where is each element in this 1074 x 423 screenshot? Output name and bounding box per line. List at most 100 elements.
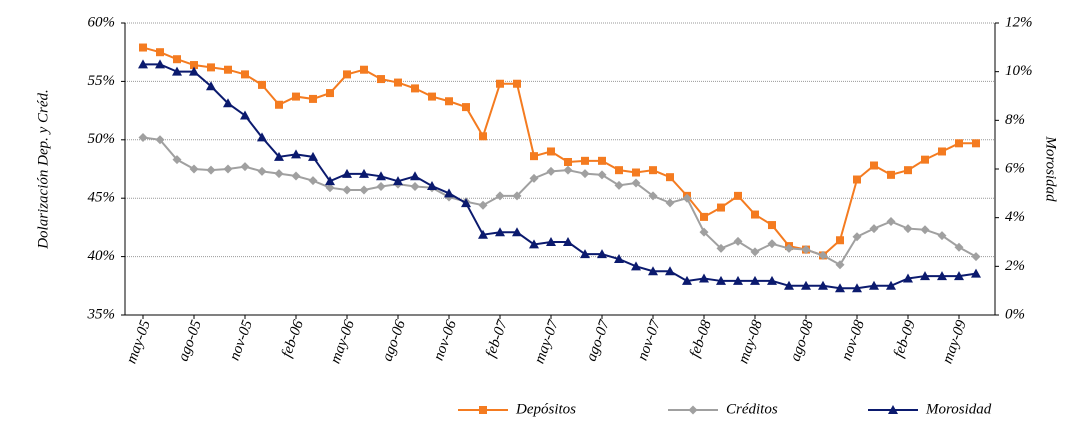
marker: [326, 89, 334, 98]
marker: [852, 232, 862, 242]
y2-tick-label: 0%: [1005, 306, 1025, 322]
marker: [903, 273, 913, 283]
x-tick-label: nov-05: [227, 318, 256, 363]
x-tick-label: may-07: [532, 317, 563, 366]
marker: [903, 224, 913, 234]
marker: [479, 406, 487, 414]
marker: [784, 243, 794, 253]
x-tick-label: ago-06: [379, 318, 409, 364]
marker: [972, 139, 980, 148]
y2-tick-label: 8%: [1005, 112, 1025, 128]
marker: [631, 261, 641, 271]
marker: [513, 79, 521, 88]
y-axis-label: Dolarización Dep. y Créd.: [35, 89, 51, 250]
marker: [699, 273, 709, 283]
marker: [954, 271, 964, 281]
marker: [767, 239, 777, 249]
marker: [938, 147, 946, 156]
marker: [869, 280, 879, 290]
marker: [461, 198, 471, 208]
x-tick-label: ago-05: [175, 318, 205, 364]
marker: [394, 78, 402, 87]
marker: [546, 166, 556, 176]
marker: [547, 147, 555, 156]
marker: [717, 203, 725, 212]
marker: [275, 100, 283, 109]
marker: [853, 175, 861, 184]
marker: [768, 221, 776, 230]
marker: [462, 103, 470, 112]
marker: [359, 185, 369, 195]
x-tick-label: feb-06: [279, 318, 307, 360]
marker: [411, 84, 419, 93]
marker: [377, 75, 385, 84]
marker: [478, 229, 488, 239]
marker: [784, 280, 794, 290]
marker: [886, 280, 896, 290]
marker: [887, 170, 895, 179]
marker: [173, 55, 181, 64]
marker: [308, 151, 318, 161]
marker: [682, 275, 692, 285]
marker: [767, 275, 777, 285]
y-tick-label: 35%: [87, 306, 116, 322]
x-tick-label: may-06: [328, 318, 359, 366]
marker: [750, 275, 760, 285]
marker: [580, 169, 590, 179]
marker: [886, 217, 896, 227]
marker: [223, 98, 233, 108]
marker: [818, 280, 828, 290]
marker: [632, 168, 640, 177]
marker: [342, 185, 352, 195]
marker: [921, 155, 929, 164]
marker: [512, 227, 522, 237]
marker: [240, 110, 250, 120]
marker: [937, 231, 947, 241]
marker: [172, 66, 182, 76]
marker: [325, 183, 335, 193]
marker: [190, 61, 198, 70]
y2-tick-label: 10%: [1005, 63, 1033, 79]
x-tick-label: ago-08: [787, 318, 817, 364]
marker: [836, 236, 844, 245]
marker: [666, 173, 674, 182]
marker: [614, 254, 624, 264]
marker: [835, 283, 845, 293]
marker: [597, 170, 607, 180]
marker: [495, 227, 505, 237]
y2-tick-label: 4%: [1005, 209, 1025, 225]
series-line: [143, 63, 977, 290]
x-tick-label: nov-08: [839, 318, 868, 363]
marker: [292, 92, 300, 101]
marker: [920, 225, 930, 235]
marker: [427, 181, 437, 191]
marker: [700, 212, 708, 221]
marker: [852, 283, 862, 293]
marker: [512, 191, 522, 201]
x-tick-label: feb-09: [891, 318, 919, 360]
marker: [360, 65, 368, 74]
marker: [359, 168, 369, 178]
marker: [274, 169, 284, 179]
marker: [733, 236, 743, 246]
marker: [138, 132, 148, 142]
marker: [648, 191, 658, 201]
marker: [223, 164, 233, 174]
legend-label: Depósitos: [515, 401, 576, 417]
marker: [207, 63, 215, 72]
y2-tick-label: 6%: [1005, 160, 1025, 176]
y2-axis-label: Morosidad: [1043, 135, 1059, 202]
marker: [376, 182, 386, 192]
marker: [801, 280, 811, 290]
marker: [206, 81, 216, 91]
marker: [325, 176, 335, 186]
marker: [274, 151, 284, 161]
marker: [954, 242, 964, 252]
marker: [309, 94, 317, 103]
marker: [410, 171, 420, 181]
marker: [291, 171, 301, 181]
marker: [155, 135, 165, 145]
x-tick-label: ago-07: [583, 317, 613, 364]
marker: [615, 166, 623, 175]
